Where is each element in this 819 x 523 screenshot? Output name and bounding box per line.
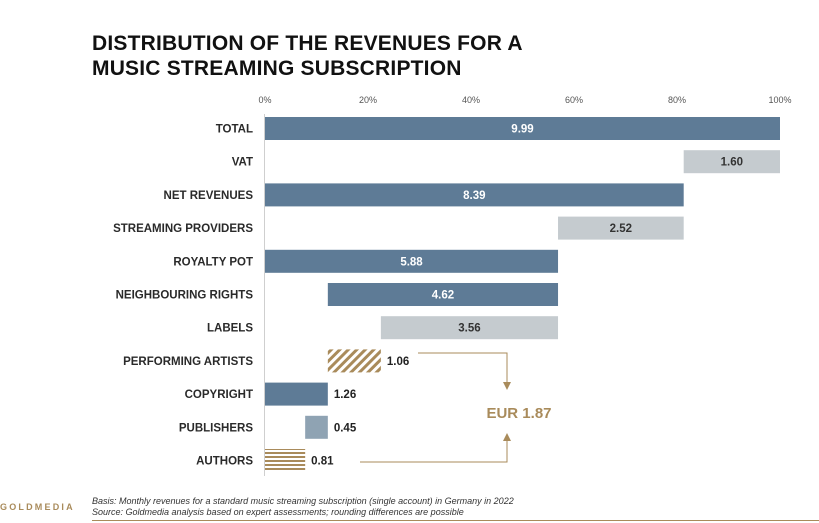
connector-authors [360, 433, 511, 463]
chart-title-line-2: MUSIC STREAMING SUBSCRIPTION [92, 57, 462, 80]
bar-row-net-revenues: NET REVENUES 8.39 [164, 183, 684, 207]
annotation-eur-total: EUR 1.87 [486, 405, 551, 422]
chart-title-line-1: DISTRIBUTION OF THE REVENUES FOR A [92, 32, 523, 55]
footnote-basis: Basis: Monthly revenues for a standard m… [92, 496, 514, 506]
footnote: Basis: Monthly revenues for a standard m… [92, 496, 514, 518]
data-label: 2.52 [610, 223, 632, 235]
bar [683, 150, 780, 174]
bar [265, 117, 780, 140]
bar-row-streaming-providers: STREAMING PROVIDERS 2.52 [113, 216, 684, 240]
bar-row-copyright: COPYRIGHT 1.26 [185, 382, 356, 406]
data-label: 0.45 [334, 422, 357, 434]
bar [265, 183, 684, 207]
category-label: NEIGHBOURING RIGHTS [116, 290, 254, 302]
data-label: 0.81 [311, 456, 334, 468]
category-label: STREAMING PROVIDERS [113, 223, 253, 235]
bar [305, 415, 328, 439]
bar-row-neighbouring-rights: NEIGHBOURING RIGHTS 4.62 [116, 283, 559, 306]
data-label: 1.60 [721, 157, 743, 169]
bar [265, 382, 328, 406]
bar [327, 349, 381, 373]
category-label: NET REVENUES [164, 190, 254, 202]
category-label: COPYRIGHT [185, 389, 253, 401]
x-tick-label: 20% [359, 95, 377, 105]
chart-title: DISTRIBUTION OF THE REVENUES FOR A MUSIC… [92, 31, 523, 81]
footnote-source: Source: Goldmedia analysis based on expe… [92, 507, 464, 517]
data-label: 8.39 [463, 190, 485, 202]
x-tick-label: 80% [668, 95, 686, 105]
bar-row-authors: AUTHORS 0.81 [196, 449, 334, 472]
bar [380, 316, 559, 340]
x-tick-label: 100% [768, 95, 791, 105]
category-label: AUTHORS [196, 456, 253, 468]
data-label: 1.26 [334, 389, 356, 401]
bar-row-royalty-pot: ROYALTY POT 5.88 [173, 249, 559, 273]
category-label: TOTAL [216, 124, 253, 136]
x-tick-label: 40% [462, 95, 480, 105]
bars: TOTAL 9.99 VAT 1.60 NET REVENUES 8.39 STREAMIN… [113, 117, 780, 472]
data-label: 5.88 [400, 256, 423, 268]
bar-row-vat: VAT 1.60 [232, 150, 780, 174]
brand-logo: GOLDMEDIA [0, 502, 75, 512]
category-label: PERFORMING ARTISTS [123, 356, 253, 368]
bar-row-total: TOTAL 9.99 [216, 117, 780, 140]
category-label: VAT [232, 157, 253, 169]
data-label: 9.99 [511, 124, 533, 136]
bar-row-publishers: PUBLISHERS 0.45 [179, 415, 357, 439]
bar [265, 449, 306, 472]
data-label: 1.06 [387, 356, 409, 368]
data-label: 3.56 [458, 323, 480, 335]
category-label: PUBLISHERS [179, 422, 253, 434]
data-label: 4.62 [432, 290, 454, 302]
x-tick-label: 60% [565, 95, 583, 105]
bar-row-performing-artists: PERFORMING ARTISTS 1.06 [123, 349, 409, 373]
category-label: LABELS [207, 323, 253, 335]
x-tick-label: 0% [258, 95, 271, 105]
bar [265, 249, 559, 273]
footer-rule [92, 520, 819, 521]
bar [558, 216, 684, 240]
bar-row-labels: LABELS 3.56 [207, 316, 559, 340]
x-axis-ticks: 0% 20% 40% 60% 80% 100% [258, 95, 791, 105]
category-label: ROYALTY POT [173, 256, 253, 268]
bracket-connectors [360, 352, 511, 463]
bar [327, 283, 559, 306]
connector-performing-artists [418, 352, 511, 390]
